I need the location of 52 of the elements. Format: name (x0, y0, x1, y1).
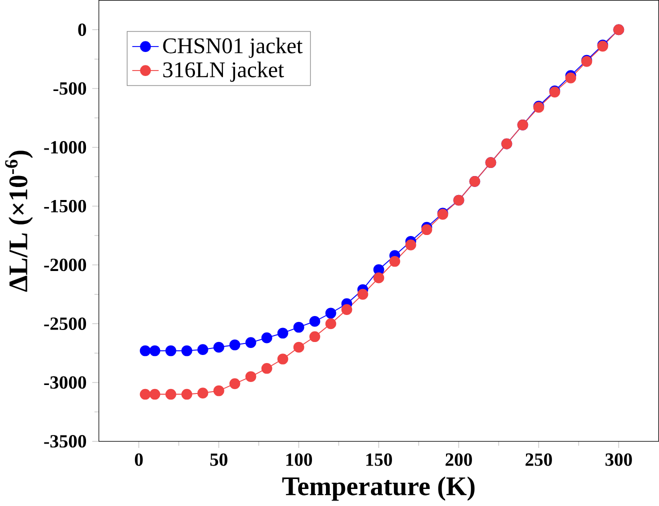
point (309, 316, 320, 327)
point (325, 318, 336, 330)
point (357, 288, 368, 300)
x-tick-label: 250 (526, 453, 552, 466)
point (261, 363, 272, 374)
y-tick-label: -3500 (44, 435, 86, 448)
point (213, 342, 224, 353)
point (165, 345, 176, 356)
x-tick-label: 150 (366, 453, 392, 466)
y-tick-label: -1000 (44, 141, 86, 154)
point (421, 224, 432, 236)
point (325, 308, 336, 319)
point (181, 388, 192, 400)
point (197, 344, 208, 356)
point (229, 378, 240, 390)
point (245, 371, 256, 382)
y-tick-label: 0 (78, 23, 86, 36)
x-tick-label: 50 (210, 453, 228, 466)
point (277, 354, 288, 364)
point (140, 388, 151, 400)
y-axis-title: ΔL/L (×10$^{-6}$) (5, 150, 33, 292)
x-tick-label: 0 (134, 453, 143, 466)
point (373, 272, 384, 284)
legend-label: 316LN jacket (163, 62, 284, 82)
point (565, 72, 576, 84)
point (149, 388, 160, 400)
legend-label: CHSN01 jacket (163, 38, 303, 58)
point (389, 256, 400, 267)
y-tick-label: -2000 (44, 258, 86, 272)
point (149, 345, 160, 356)
x-tick-label: 200 (446, 453, 472, 466)
point (277, 328, 288, 339)
x-tick-label: 300 (605, 453, 632, 466)
point (261, 332, 272, 344)
point (293, 322, 304, 333)
y-tick-label: -3000 (44, 376, 86, 389)
point (165, 388, 176, 400)
point (197, 388, 208, 399)
point (245, 337, 256, 348)
point (213, 385, 224, 396)
point (309, 331, 320, 342)
y-tick-label: -500 (53, 82, 86, 95)
point (405, 240, 416, 250)
x-axis-title: Temperature (K) (282, 476, 475, 501)
point (341, 304, 352, 316)
point (293, 342, 304, 353)
point (229, 339, 240, 350)
y-tick-label: -1500 (44, 200, 86, 212)
y-tick-label: -2500 (44, 317, 86, 330)
x-tick-label: 100 (286, 453, 312, 466)
point (140, 345, 151, 356)
point (181, 345, 192, 356)
